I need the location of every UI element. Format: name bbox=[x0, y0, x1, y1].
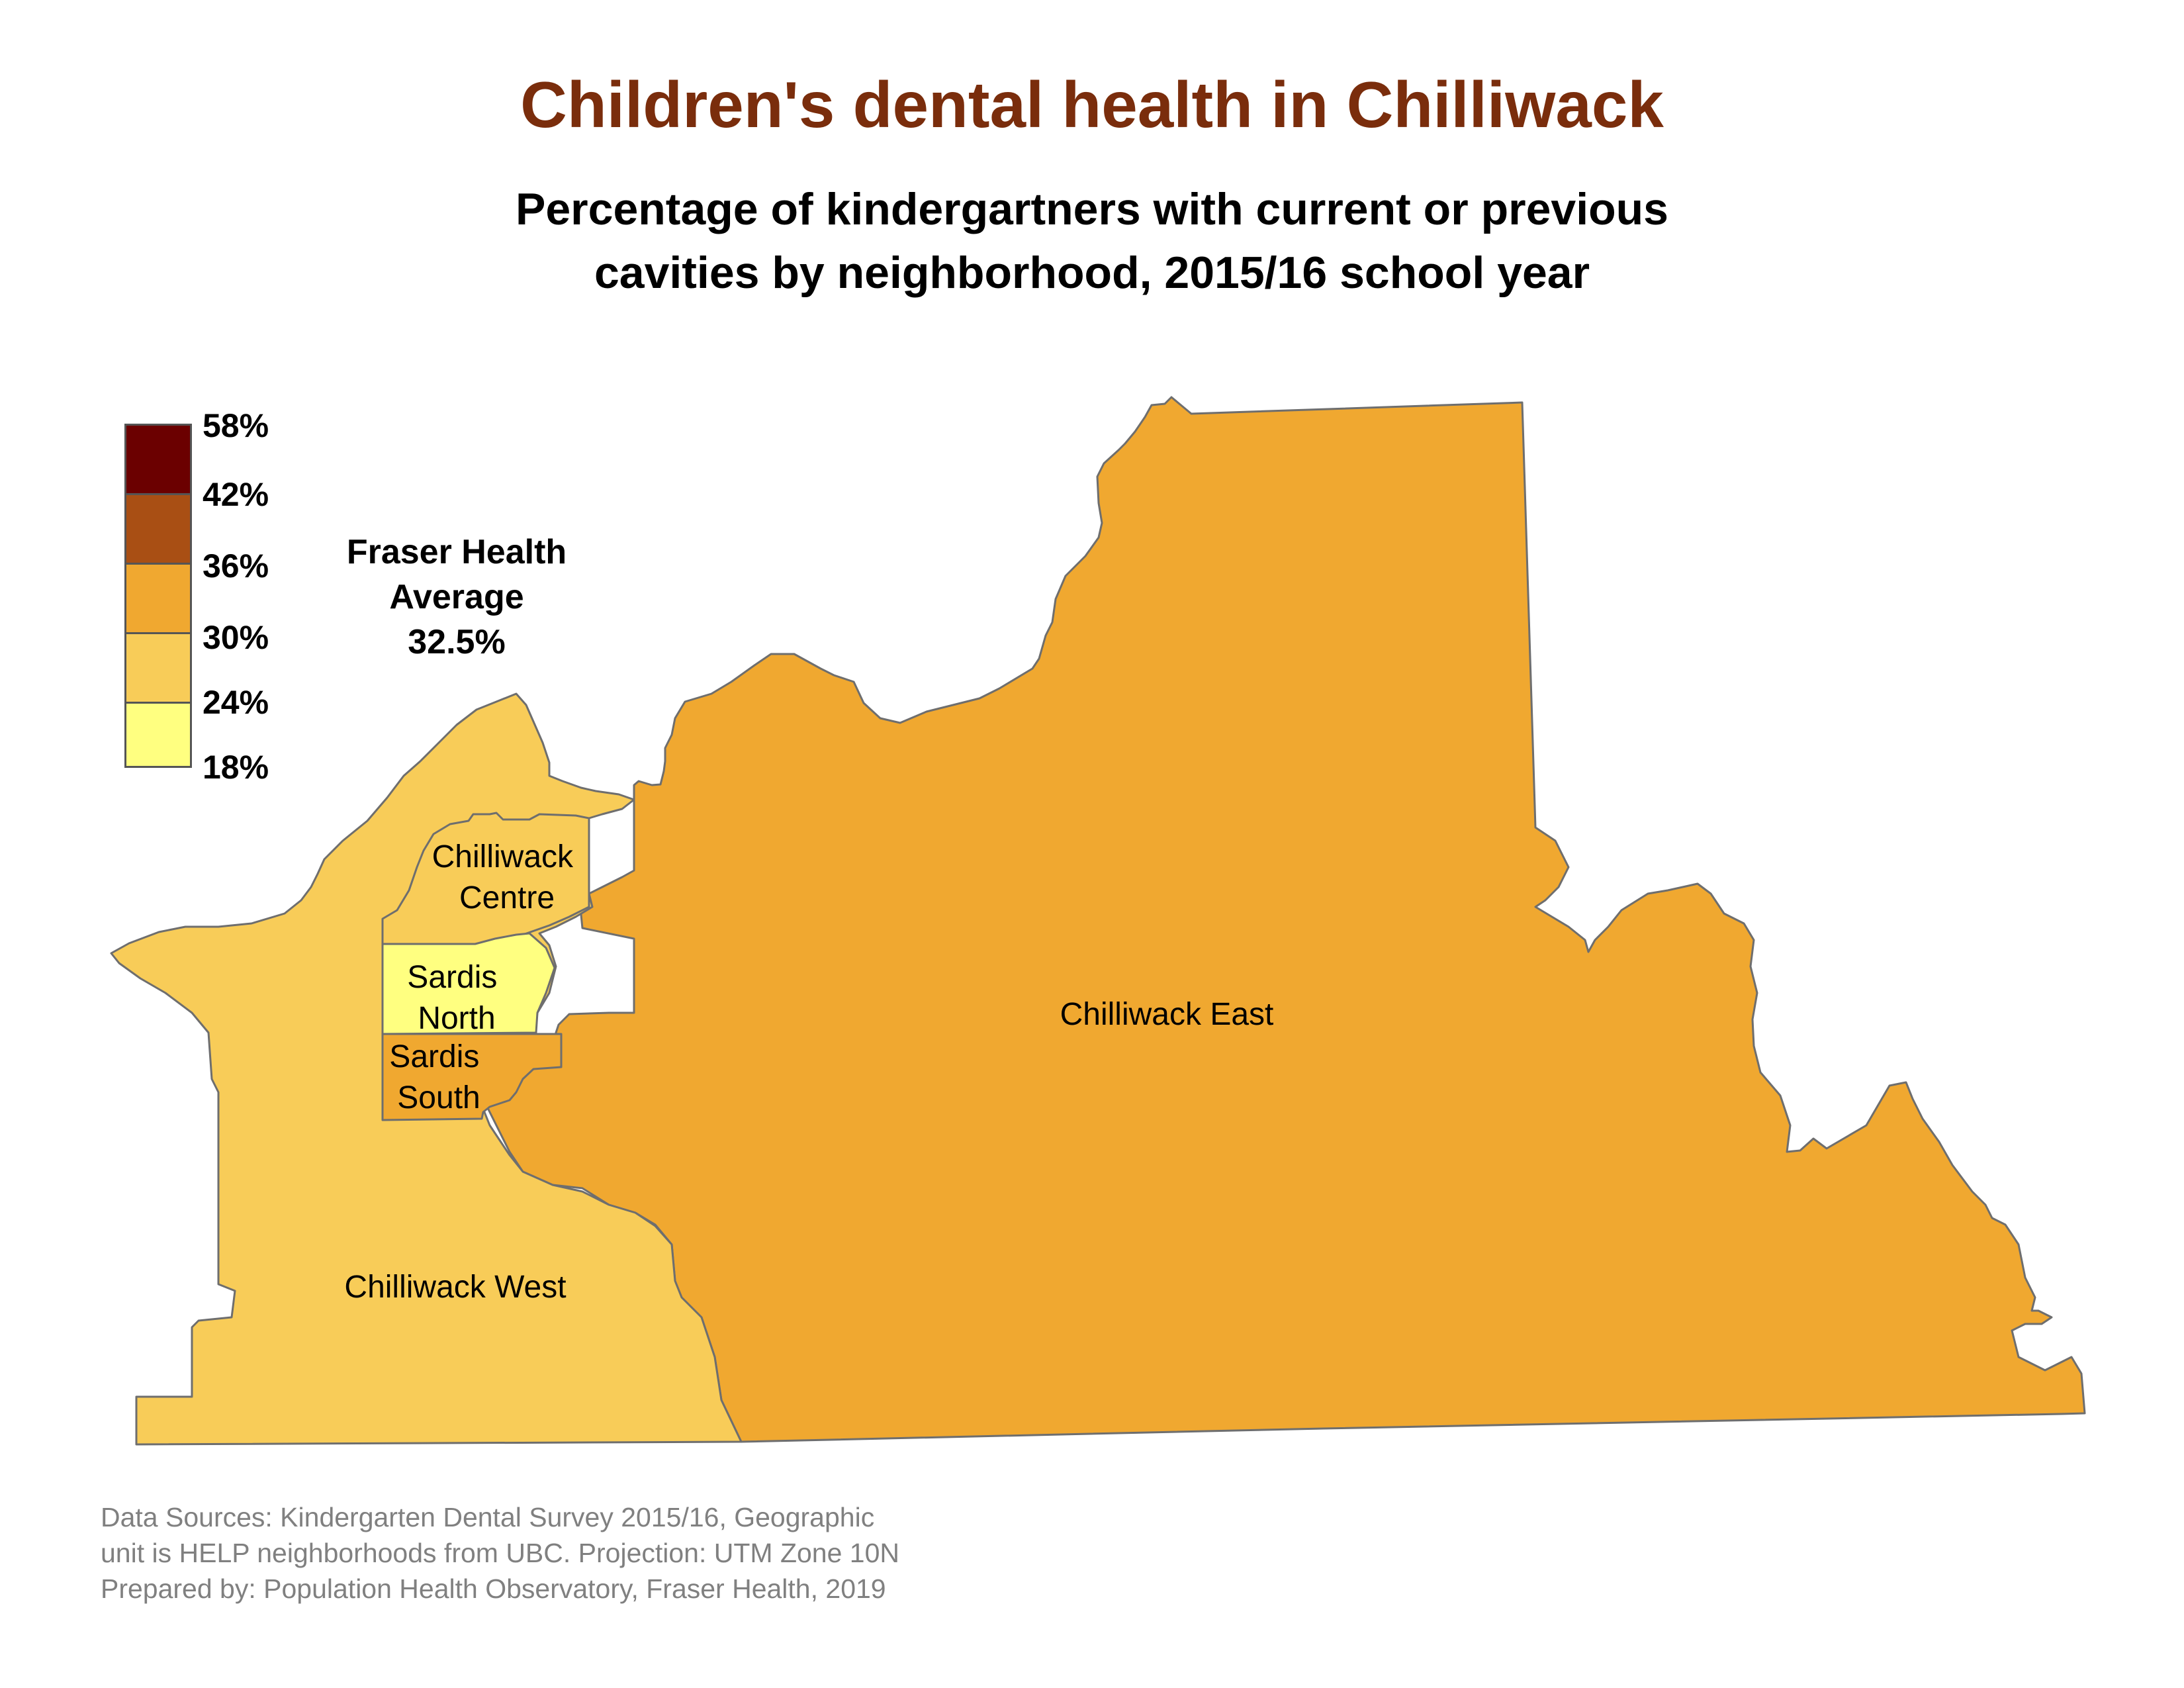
sources-line-2: unit is HELP neighborhoods from UBC. Pro… bbox=[101, 1538, 900, 1568]
legend-swatch-24-30 bbox=[124, 632, 192, 704]
sources-line-1: Data Sources: Kindergarten Dental Survey… bbox=[101, 1502, 875, 1532]
average-value: 32.5% bbox=[408, 623, 506, 661]
region-sardis-south[interactable] bbox=[381, 1033, 563, 1121]
data-sources: Data Sources: Kindergarten Dental Survey… bbox=[101, 1499, 899, 1607]
region-chilliwack-east[interactable] bbox=[482, 396, 2086, 1443]
label-chilliwack-east: Chilliwack East bbox=[1060, 997, 1274, 1032]
sources-line-3: Prepared by: Population Health Observato… bbox=[101, 1573, 886, 1604]
legend-swatch-30-36 bbox=[124, 563, 192, 634]
label-chilliwack-centre: Chilliwack Centre bbox=[432, 839, 582, 915]
legend-break-42: 42% bbox=[203, 476, 269, 513]
subtitle-line-2: cavities by neighborhood, 2015/16 school… bbox=[594, 248, 1590, 298]
legend-break-18: 18% bbox=[203, 749, 269, 786]
average-label-line-1: Fraser Health bbox=[346, 533, 567, 571]
legend-break-24: 24% bbox=[203, 684, 269, 721]
label-sardis-south: Sardis South bbox=[389, 1039, 488, 1115]
label-sardis-north: Sardis North bbox=[407, 960, 506, 1036]
region-labels: Chilliwack East Chilliwack West Chilliwa… bbox=[344, 839, 1273, 1305]
fraser-health-average: Fraser Health Average 32.5% bbox=[311, 530, 602, 665]
region-sardis-north[interactable] bbox=[381, 932, 556, 1035]
legend-swatch-36-42 bbox=[124, 493, 192, 565]
legend-break-30: 30% bbox=[203, 619, 269, 656]
legend-swatch-18-24 bbox=[124, 702, 192, 768]
legend-swatch-42-58 bbox=[124, 424, 192, 495]
legend-break-36: 36% bbox=[203, 547, 269, 585]
label-chilliwack-west: Chilliwack West bbox=[344, 1270, 566, 1305]
legend-break-58: 58% bbox=[203, 407, 269, 444]
map-subtitle: Percentage of kindergartners with curren… bbox=[0, 177, 2184, 305]
subtitle-line-1: Percentage of kindergartners with curren… bbox=[515, 184, 1668, 234]
map-title: Children's dental health in Chilliwack bbox=[520, 68, 1664, 141]
average-label-line-2: Average bbox=[389, 578, 524, 616]
